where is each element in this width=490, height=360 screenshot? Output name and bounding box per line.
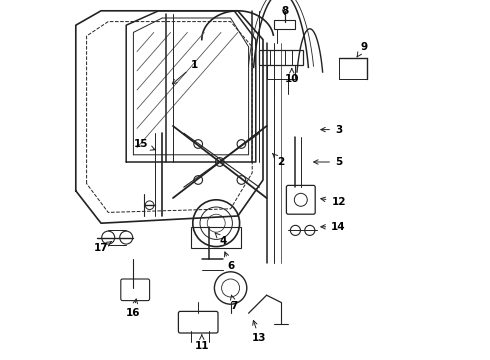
Text: 1: 1 — [172, 60, 198, 84]
Bar — [259, 50, 303, 65]
Text: 12: 12 — [321, 197, 346, 207]
Text: 6: 6 — [224, 252, 234, 271]
Text: 13: 13 — [252, 320, 267, 343]
Text: 10: 10 — [285, 68, 299, 84]
Bar — [274, 20, 295, 29]
Text: 9: 9 — [357, 42, 368, 57]
Text: 3: 3 — [321, 125, 342, 135]
Text: 7: 7 — [230, 295, 238, 311]
Text: 4: 4 — [215, 233, 227, 246]
Text: 17: 17 — [94, 242, 111, 253]
Text: 2: 2 — [272, 154, 285, 167]
Text: 15: 15 — [133, 139, 155, 150]
Bar — [191, 227, 242, 248]
Text: 14: 14 — [321, 222, 346, 232]
Text: 8: 8 — [281, 6, 288, 16]
Text: 5: 5 — [314, 157, 342, 167]
Bar — [267, 65, 295, 79]
Text: 11: 11 — [195, 335, 209, 351]
Text: 16: 16 — [126, 299, 141, 318]
